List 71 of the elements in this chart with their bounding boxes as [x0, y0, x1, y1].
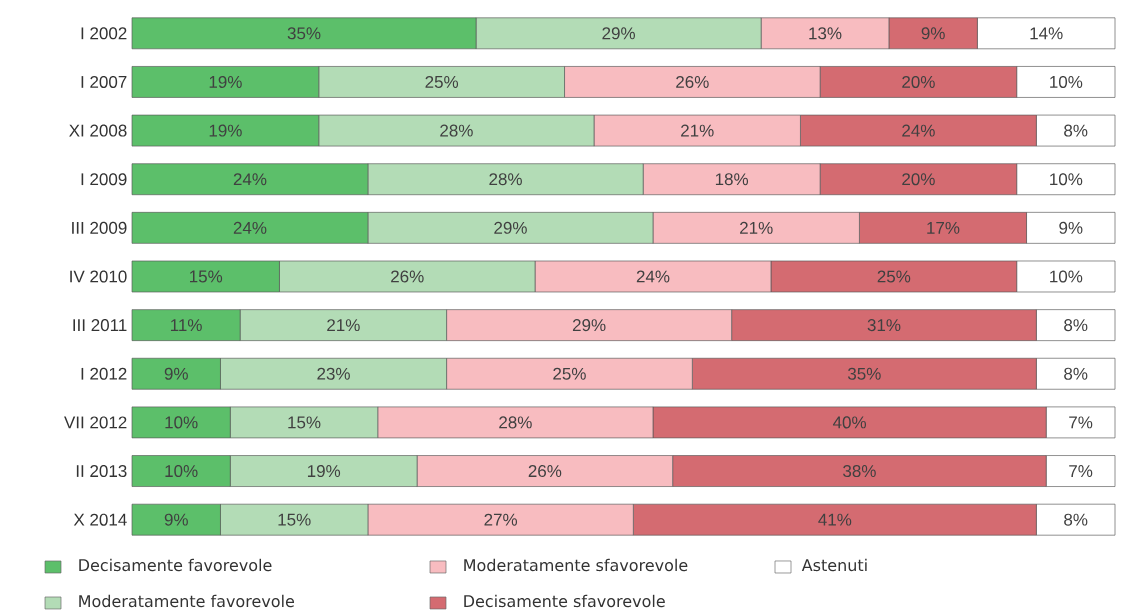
data-label: 24% [636, 270, 670, 283]
data-label: 11% [170, 319, 202, 332]
data-label: 20% [902, 173, 935, 186]
data-label: 28% [489, 173, 522, 186]
legend-label: Astenuti [801, 558, 867, 572]
data-label: 10% [1050, 270, 1083, 283]
data-label: 40% [832, 416, 866, 429]
data-label: 15% [190, 270, 223, 283]
y-tick-label: I 2009 [81, 173, 127, 186]
data-label: 13% [809, 27, 842, 40]
data-label: 14% [1030, 27, 1063, 40]
data-label: 9% [921, 27, 945, 40]
data-label: 38% [843, 465, 876, 478]
y-tick-label: I 2002 [81, 27, 127, 40]
data-label: 19% [307, 465, 341, 478]
data-label: 24% [233, 173, 267, 186]
data-label: 20% [902, 75, 935, 88]
y-tick-label: I 2007 [81, 75, 127, 88]
data-label: 24% [233, 221, 267, 234]
y-tick-label: II 2013 [76, 465, 127, 478]
data-label: 25% [425, 75, 459, 88]
data-label: 8% [1064, 319, 1088, 332]
data-label: 23% [317, 367, 350, 380]
data-label: 25% [553, 367, 586, 380]
data-label: 27% [484, 513, 518, 526]
legend-label: Moderatamente sfavorevole [464, 558, 688, 572]
data-label: 10% [165, 465, 198, 478]
data-label: 8% [1064, 513, 1088, 526]
data-label: 8% [1064, 367, 1088, 380]
y-tick-label: III 2009 [72, 221, 127, 234]
data-label: 29% [602, 27, 635, 40]
data-label: 21% [327, 319, 360, 332]
data-label: 10% [165, 416, 198, 429]
y-tick-label: VII 2012 [64, 416, 127, 429]
data-label: 19% [209, 124, 242, 137]
data-label: 9% [1059, 221, 1083, 234]
legend-label: Decisamente sfavorevole [464, 594, 665, 608]
data-label: 9% [164, 513, 188, 526]
data-label: 41% [818, 513, 852, 526]
data-label: 7% [1069, 465, 1093, 477]
data-label: 9% [164, 367, 188, 380]
data-label: 24% [902, 124, 935, 137]
y-tick-label: I 2012 [81, 367, 127, 380]
data-label: 29% [494, 221, 527, 234]
data-label: 21% [740, 221, 773, 234]
data-label: 28% [440, 124, 473, 137]
y-tick-label: X 2014 [73, 513, 127, 526]
data-label: 19% [209, 75, 242, 88]
data-label: 35% [847, 367, 881, 380]
data-label: 10% [1050, 75, 1083, 88]
legend-label: Moderatamente favorevole [79, 594, 295, 608]
data-label: 10% [1050, 173, 1083, 186]
data-label: 26% [676, 75, 709, 88]
data-label: 18% [715, 173, 749, 186]
legend-label: Decisamente favorevole [79, 558, 272, 572]
data-label: 31% [867, 319, 901, 332]
data-label: 25% [877, 270, 911, 283]
data-label: 7% [1069, 416, 1093, 429]
data-label: 8% [1064, 124, 1088, 137]
data-label: 21% [681, 124, 714, 137]
y-tick-label: III 2011 [73, 319, 127, 332]
data-label: 35% [287, 27, 321, 40]
y-tick-label: IV 2010 [70, 270, 127, 283]
data-label: 28% [499, 416, 532, 429]
data-label: 17% [927, 221, 960, 234]
data-label: 15% [288, 416, 321, 429]
data-label: 15% [278, 513, 311, 526]
data-label: 26% [391, 270, 424, 283]
data-label: 26% [528, 465, 562, 478]
y-tick-label: XI 2008 [69, 124, 127, 137]
data-label: 29% [572, 319, 606, 332]
